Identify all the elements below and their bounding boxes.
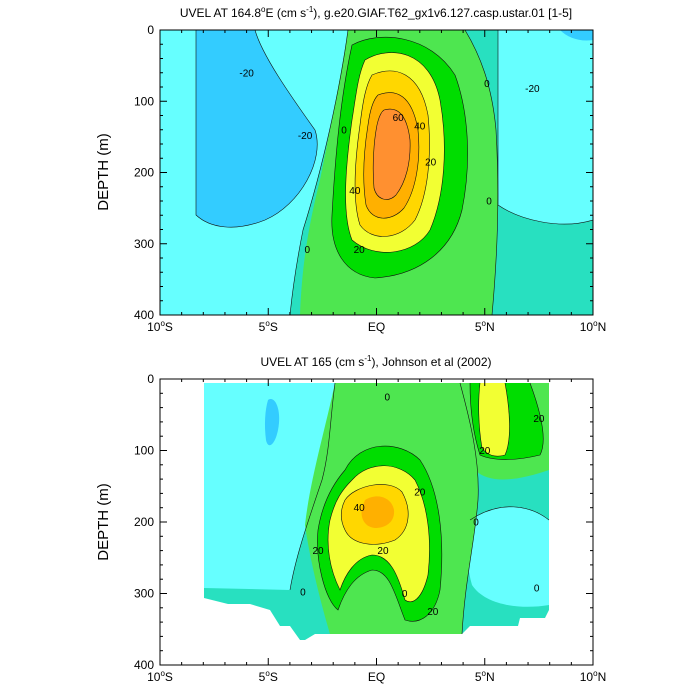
contour-label: 0 <box>341 125 347 136</box>
contour-label: 20 <box>414 487 426 498</box>
x-tick-label: 5oS <box>259 669 278 684</box>
panel-obs-contour-labels: 0 0 0 0 0 20 20 20 20 20 20 40 <box>300 392 545 618</box>
contour-line <box>469 382 544 460</box>
contour-label: 20 <box>427 607 439 618</box>
region-negative-west-core <box>264 399 280 446</box>
x-tick-label: 5oS <box>259 319 278 334</box>
panel-obs-ylabel: DEPTH (m) <box>95 483 112 561</box>
contour-line <box>195 30 318 228</box>
contour-line <box>340 484 409 545</box>
contour-label: 20 <box>354 245 366 256</box>
contour-label: 0 <box>402 589 408 600</box>
panel-model-ylabel: DEPTH (m) <box>95 133 112 211</box>
contour-label: -20 <box>525 84 540 95</box>
contour-label: 20 <box>479 446 491 457</box>
contour-label: 20 <box>425 157 437 168</box>
y-tick-label: 400 <box>134 658 154 672</box>
panel-obs-field <box>204 382 550 640</box>
panel-model-contour-labels: -20 -20 -20 0 0 0 0 20 20 40 40 60 <box>239 68 540 256</box>
region-negative-east <box>498 30 593 225</box>
x-tick-label: 10oN <box>580 319 606 334</box>
contour-line <box>289 382 336 591</box>
contour-line <box>289 30 349 315</box>
contour-label: 0 <box>304 245 310 256</box>
contour-label: 20 <box>533 414 545 425</box>
contour-label: 0 <box>534 583 540 594</box>
y-tick-label: 200 <box>134 166 154 180</box>
region-negative-west-core <box>196 30 318 228</box>
y-tick-label: 200 <box>134 515 154 529</box>
contour-line <box>317 445 443 622</box>
contour-line <box>331 36 468 279</box>
region-negative-east <box>466 506 549 607</box>
contour-line <box>497 30 593 225</box>
contour-line <box>469 506 550 521</box>
contour-line <box>372 108 411 200</box>
region-negative-west <box>204 383 335 590</box>
panel-model-field <box>160 30 593 315</box>
x-tick-label: EQ <box>368 670 385 684</box>
panel-model-title: UVEL AT 164.8oE (cm s-1), g.e20.GIAF.T62… <box>180 5 572 20</box>
contour-label: 40 <box>349 186 361 197</box>
x-tick-label: 5oN <box>475 669 495 684</box>
contour-line <box>478 382 510 457</box>
region-negative-east-core <box>560 30 593 41</box>
y-tick-label: 300 <box>134 237 154 251</box>
contour-line <box>363 92 420 219</box>
panel-obs-title: UVEL AT 165 (cm s-1), Johnson et al (200… <box>260 354 491 369</box>
panel-model: UVEL AT 164.8oE (cm s-1), g.e20.GIAF.T62… <box>95 5 606 334</box>
y-tick-label: 0 <box>147 23 154 37</box>
contour-label: 0 <box>300 588 306 599</box>
panel-obs: UVEL AT 165 (cm s-1), Johnson et al (200… <box>95 354 606 684</box>
y-tick-label: 400 <box>134 308 154 322</box>
contour-line <box>354 70 430 237</box>
x-tick-label: EQ <box>368 320 385 334</box>
contour-line <box>459 382 479 635</box>
contour-line <box>327 465 430 603</box>
region-positive-60 <box>373 109 411 200</box>
contour-label: 0 <box>486 197 492 208</box>
contour-label: 0 <box>484 79 490 90</box>
contour-label: 0 <box>385 392 391 403</box>
x-tick-label: 10oS <box>147 319 173 334</box>
contour-label: 20 <box>312 546 324 557</box>
x-tick-label: 10oS <box>147 669 173 684</box>
region-positive-50 <box>361 496 395 528</box>
x-tick-label: 10oN <box>580 669 606 684</box>
y-tick-label: 0 <box>147 372 154 386</box>
contour-label: 40 <box>414 122 426 133</box>
contour-label: -20 <box>298 131 313 142</box>
x-tick-label: 5oN <box>475 319 495 334</box>
y-tick-label: 100 <box>134 94 154 108</box>
y-tick-label: 100 <box>134 444 154 458</box>
contour-label: 20 <box>377 546 389 557</box>
contour-label: 40 <box>354 503 366 514</box>
region-positive-30-east <box>478 383 510 457</box>
y-tick-label: 300 <box>134 587 154 601</box>
contour-label: 60 <box>393 113 405 124</box>
contour-line <box>464 30 499 315</box>
contour-label: -20 <box>239 68 254 79</box>
contour-label: 0 <box>473 518 479 529</box>
